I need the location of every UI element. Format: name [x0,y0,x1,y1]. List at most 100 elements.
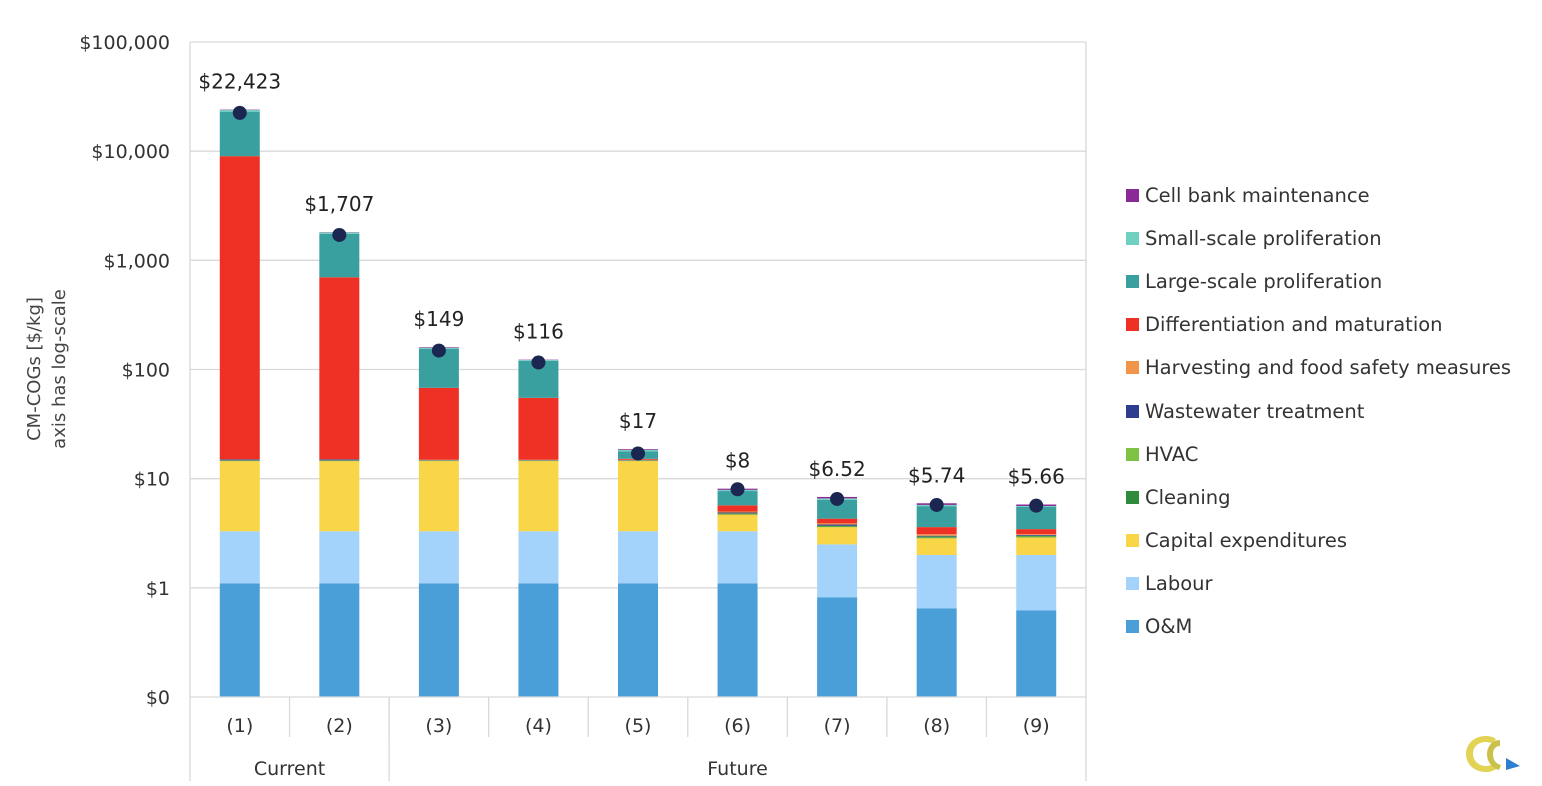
bar-segment-cleaning [916,537,957,539]
total-marker [431,343,446,358]
bar-segment-o-m [418,583,459,697]
bar-segment-capital-expenditures [319,461,360,532]
x-tick-label: (4) [525,715,552,737]
bar-segment-labour [916,554,957,609]
legend-entry: Capital expenditures [1126,519,1511,562]
bar-segment-o-m [817,597,858,697]
axes: $0 $1 $10 $100 $1,000 $10,000 $100,000 (1) (2) (3… [79,32,1087,781]
y-tick-label: $10,000 [91,141,170,163]
x-group-label: Current [254,758,325,780]
total-markers: $22,423 $1,707 $149 $116 $17 $8 $6.52 $5.74 $5.6… [198,70,1065,513]
bar-segment-wastewater-treatment [1016,534,1057,536]
legend-label: HVAC [1145,442,1199,466]
legend-entry: Small-scale proliferation [1126,217,1511,260]
y-axis-label-line-2: axis has log-scale [49,289,70,449]
bar-segment-wastewater-treatment [319,459,360,461]
total-label: $116 [513,320,564,344]
total-marker [1029,498,1044,513]
bar-segment-harvesting-and-food-safety-measures [916,534,957,536]
legend-label: Cleaning [1145,485,1231,509]
legend-label: Differentiation and maturation [1145,313,1443,337]
x-tick-label: (3) [425,715,452,737]
total-label: $1,707 [304,192,374,216]
bar-segment-labour [418,531,459,584]
bar-segment-labour [319,531,360,584]
bar-segment-capital-expenditures [518,461,559,532]
legend-entry: Cleaning [1126,476,1511,519]
legend-swatch [1126,576,1139,590]
legend-swatch [1126,318,1139,332]
bar-segment-labour [717,531,758,584]
bar-segment-differentiation-and-maturation [916,527,957,535]
x-tick-label: (2) [326,715,353,737]
total-label: $5.66 [1008,464,1065,488]
legend-entry: Differentiation and maturation [1126,303,1511,346]
bar-segment-differentiation-and-maturation [418,387,459,460]
x-tick-label: (1) [226,715,253,737]
x-tick-label: (7) [824,715,851,737]
total-marker [332,227,347,242]
bar-segment-large-scale-proliferation [1016,507,1057,530]
bar-segment-hvac [1016,535,1057,537]
bar-segment-hvac [916,536,957,538]
x-tick-label: (5) [625,715,652,737]
x-tick-label: (9) [1023,715,1050,737]
bar-segment-harvesting-and-food-safety-measures [717,511,758,513]
bar-segment-wastewater-treatment [817,524,858,526]
bar-segment-harvesting-and-food-safety-measures [1016,534,1057,535]
y-tick-label: $0 [146,687,170,709]
total-marker [929,497,944,512]
bar-segment-capital-expenditures [219,461,260,532]
bar-segment-differentiation-and-maturation [1016,529,1057,535]
legend-label: Labour [1145,571,1213,595]
legend-swatch [1126,189,1139,203]
bar-segment-large-scale-proliferation [717,491,758,506]
legend-entry: Labour [1126,562,1511,605]
bar-segment-large-scale-proliferation [817,499,858,519]
total-label: $22,423 [198,70,281,94]
bar-segment-labour [1016,554,1057,611]
total-label: $8 [725,449,750,473]
total-label: $17 [619,409,657,433]
bar-segment-cleaning [1016,536,1057,538]
total-marker [830,491,845,506]
bar-segment-differentiation-and-maturation [518,397,559,460]
bar-segment-o-m [219,583,260,697]
bar-segment-wastewater-treatment [717,512,758,514]
total-label: $5.74 [908,463,965,487]
bar-segment-cleaning [717,513,758,515]
bar-segment-hvac [817,525,858,527]
y-tick-label: $100,000 [79,32,170,54]
bar-segment-cleaning [817,526,858,528]
y-tick-label: $1,000 [104,250,170,272]
bar-segment-differentiation-and-maturation [319,277,360,460]
y-tick-label: $100 [122,360,170,382]
legend-swatch [1126,232,1139,246]
legend-label: Cell bank maintenance [1145,184,1370,208]
legend-entry: Cell bank maintenance [1126,174,1511,217]
total-marker [531,355,546,370]
bar-segment-wastewater-treatment [916,535,957,537]
bar-segment-labour [518,531,559,584]
bar-segment-capital-expenditures [817,527,858,545]
x-group-label: Future [707,758,768,780]
legend-swatch [1126,490,1139,504]
bar-segment-capital-expenditures [418,461,459,532]
bar-segment-o-m [916,608,957,697]
legend-label: Small-scale proliferation [1145,227,1382,251]
bar-segment-o-m [319,583,360,697]
bar-segment-capital-expenditures [717,514,758,532]
x-tick-label: (8) [923,715,950,737]
bar-segment-wastewater-treatment [219,459,260,461]
organization-logo-icon [1462,730,1526,780]
legend-entry: O&M [1126,605,1511,648]
bar-segment-capital-expenditures [618,461,658,532]
legend-swatch [1126,447,1139,461]
bar-segment-labour [219,531,260,584]
bar-segment-differentiation-and-maturation [219,156,260,460]
legend-swatch [1126,533,1139,547]
bars [219,109,1057,697]
legend-swatch [1126,404,1139,418]
legend-swatch [1126,361,1139,375]
